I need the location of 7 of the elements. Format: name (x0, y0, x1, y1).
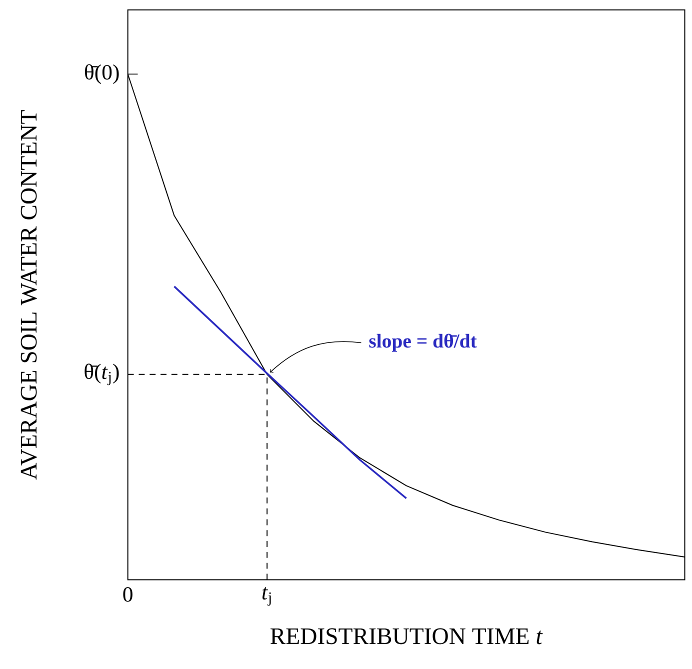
y-axis-title: AVERAGE SOIL WATER CONTENT (20, 110, 37, 480)
annotation: θ̄(0) (85, 64, 119, 84)
x-axis-title: REDISTRIBUTION TIME t (270, 628, 543, 644)
x-tick-label: t$_{j}$ (262, 587, 271, 606)
annotation: slope = dθ̄/dt (369, 334, 477, 352)
x-tick-label: 0 (123, 587, 132, 602)
ref-line-label: θ̄(t$_{j}$) (84, 364, 119, 386)
